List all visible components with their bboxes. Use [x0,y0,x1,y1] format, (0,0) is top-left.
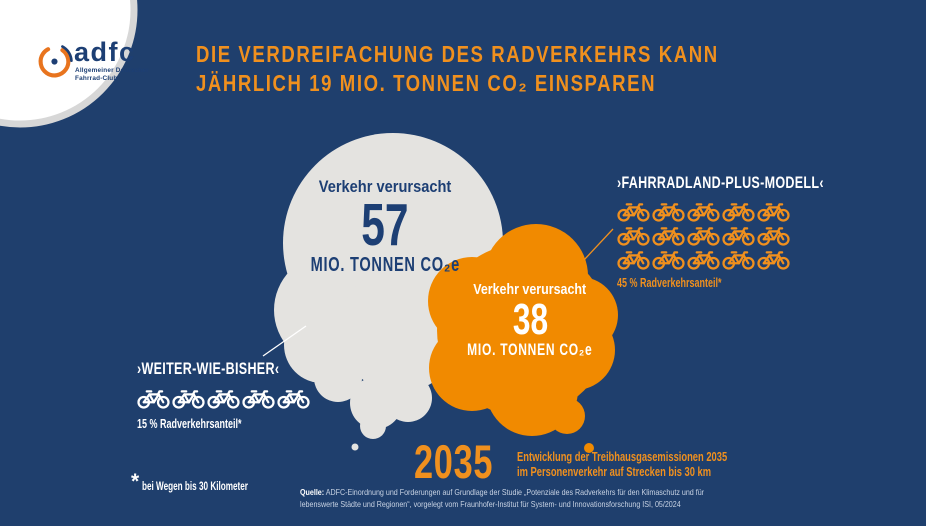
adfc-wheel-icon [36,42,74,80]
source-line2: lebenswerte Städte und Regionen“, vorgel… [300,498,681,509]
year-note: 2035 Entwicklung der Treibhausgasemissio… [414,435,809,488]
baseline-emissions-unit: MIO. TONNEN CO₂e [310,254,460,276]
adfc-logo-wordmark: adfc [74,37,136,67]
bicycle-icon [757,201,790,222]
plus-bubble-label: Verkehr verursacht [473,282,587,298]
baseline-emissions-bubble: Verkehr verursacht 57 MIO. TONNEN CO₂e [265,177,505,276]
bicycle-icon [757,225,790,246]
footnote-text: bei Wegen bis 30 Kilometer [142,479,249,493]
bicycle-icon [617,225,650,246]
bicycle-icon [652,249,685,270]
bicycle-icon [617,249,650,270]
bicycle-icon [722,225,755,246]
bicycle-icon [652,225,685,246]
footnote: * bei Wegen bis 30 Kilometer [131,471,298,493]
plus-connector-line [583,228,614,261]
scenario-baseline-name: ›WEITER-WIE-BISHER‹ [137,360,280,378]
adfc-logo-subtitle: Allgemeiner Deutscher Fahrrad-Club [75,67,149,82]
bicycle-icon [172,388,205,409]
page-title-line1: DIE VERDREIFACHUNG DES RADVERKEHRS KANN [196,41,719,67]
bicycle-icon [722,201,755,222]
year-caption: Entwicklung der Treibhausgasemissionen 2… [516,449,809,479]
scenario-baseline: ›WEITER-WIE-BISHER‹ 15 % Radverkehrsante… [137,360,324,431]
bicycle-icon [687,225,720,246]
bicycle-icon [277,388,310,409]
source-citation: Quelle: ADFC-Einordnung und Forderungen … [300,487,775,511]
source-line1: Quelle: ADFC-Einordnung und Forderungen … [300,487,705,497]
page-title: DIE VERDREIFACHUNG DES RADVERKEHRS KANN … [196,40,858,97]
baseline-bubble-label: Verkehr verursacht [318,177,452,196]
bicycle-icon [687,201,720,222]
logo-subtitle-line2: Fahrrad-Club [75,74,118,82]
plus-emissions-unit: MIO. TONNEN CO₂e [467,341,593,359]
year-caption-line1: Entwicklung der Treibhausgasemissionen 2… [516,449,727,464]
year-label: 2035 [414,435,494,488]
bike-pictograms-baseline [137,388,317,409]
scenario-baseline-share: 15 % Radverkehrsanteil* [137,417,242,431]
scenario-plus-share: 45 % Radverkehrsanteil* [617,276,722,290]
bicycle-icon [652,201,685,222]
scenario-plus-name: ›FAHRRADLAND-PLUS-MODELL‹ [617,174,824,192]
bicycle-icon [617,201,650,222]
year-caption-line2: im Personenverkehr auf Strecken bis 30 k… [516,463,711,479]
source-label: Quelle: [300,487,325,497]
scenario-plus: ›FAHRRADLAND-PLUS-MODELL‹ 45 % Radverkeh… [617,174,889,290]
baseline-connector-line [262,325,307,357]
logo-subtitle-line1: Allgemeiner Deutscher [75,67,149,74]
bike-pictograms-plus [617,201,797,270]
bicycle-icon [687,249,720,270]
baseline-emissions-value: 57 [361,192,409,258]
plus-emissions-bubble: Verkehr verursacht 38 MIO. TONNEN CO₂e [410,282,650,359]
page-title-line2: JÄHRLICH 19 MIO. TONNEN CO₂ EINSPAREN [196,69,657,96]
footnote-asterisk: * [131,470,140,493]
plus-emissions-value: 38 [512,295,548,344]
bicycle-icon [137,388,170,409]
bicycle-icon [242,388,275,409]
bicycle-icon [207,388,240,409]
bicycle-icon [757,249,790,270]
bicycle-icon [722,249,755,270]
